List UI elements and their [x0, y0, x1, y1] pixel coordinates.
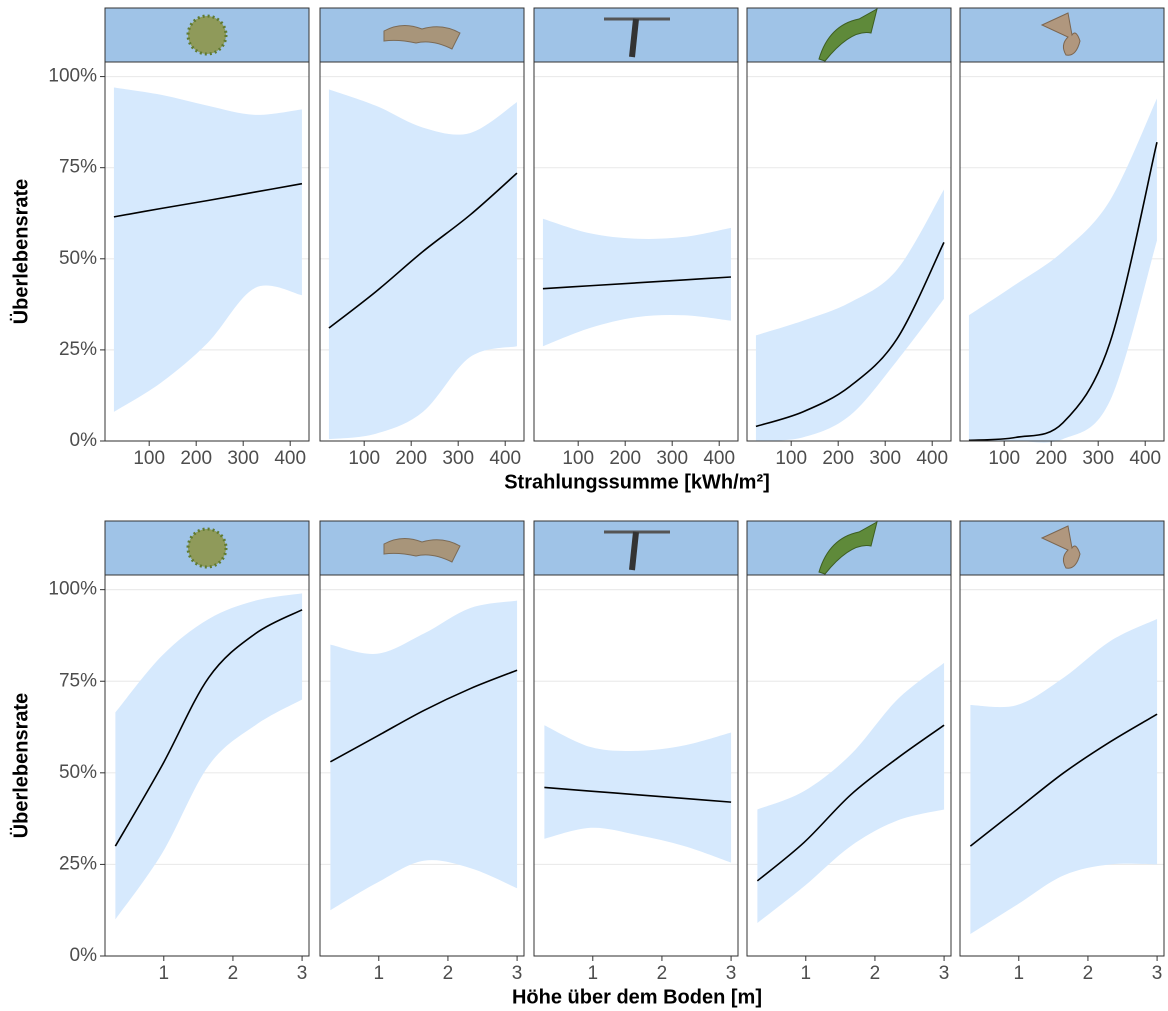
strip-icon [1040, 12, 1081, 56]
confidence-band [113, 87, 302, 412]
y-tick-label: 25% [59, 853, 97, 874]
y-tick-label: 0% [70, 945, 98, 966]
x-tick-label: 200 [822, 448, 854, 469]
confidence-band [330, 600, 518, 911]
strip-icon [818, 8, 878, 62]
confidence-band [544, 725, 732, 863]
x-tick-label: 100 [562, 448, 594, 469]
icon [629, 531, 639, 571]
icon [1040, 525, 1081, 569]
x-tick-label: 300 [1082, 448, 1114, 469]
y-axis-title: Überlebensrate [9, 179, 32, 325]
fit-line [544, 786, 732, 803]
x-tick-label: 400 [274, 448, 306, 469]
strip-icon [604, 530, 670, 571]
x-tick-label: 300 [656, 448, 688, 469]
x-tick-label: 3 [1152, 963, 1163, 984]
panel-border [104, 61, 310, 442]
strip-icon [604, 17, 670, 58]
panel-border [319, 574, 525, 957]
y-axis-title: Überlebensrate [9, 693, 32, 839]
panel-border [959, 574, 1165, 957]
strip-icon [1040, 525, 1081, 569]
y-tick-label: 100% [48, 579, 97, 600]
x-tick-label: 1 [587, 963, 598, 984]
icon [1040, 12, 1081, 56]
panel-border [319, 61, 525, 442]
fit-line [114, 609, 303, 847]
y-tick-label: 100% [48, 66, 97, 87]
x-tick-label: 2 [443, 963, 454, 984]
x-tick-label: 3 [297, 963, 308, 984]
confidence-band [968, 98, 1157, 443]
x-tick-label: 200 [1035, 448, 1067, 469]
y-tick-label: 0% [70, 430, 98, 451]
fit-line [755, 242, 945, 428]
icon [186, 527, 228, 569]
confidence-band [115, 593, 303, 920]
panel-border [746, 574, 952, 957]
x-tick-label: 300 [442, 448, 474, 469]
x-tick-label: 400 [916, 448, 948, 469]
fit-line [968, 141, 1158, 442]
x-tick-label: 1 [373, 963, 384, 984]
panel-border [746, 61, 952, 442]
x-tick-label: 1 [1013, 963, 1024, 984]
x-tick-label: 200 [395, 448, 427, 469]
x-tick-label: 300 [227, 448, 259, 469]
x-tick-label: 100 [775, 448, 807, 469]
confidence-band [970, 618, 1158, 935]
fit-line [328, 172, 518, 329]
x-tick-label: 3 [726, 963, 737, 984]
icon [629, 18, 639, 58]
x-tick-label: 2 [228, 963, 239, 984]
y-tick-label: 75% [59, 670, 97, 691]
x-tick-label: 200 [180, 448, 212, 469]
x-tick-label: 100 [988, 448, 1020, 469]
strip-icon [186, 14, 228, 56]
icon [818, 8, 878, 62]
x-tick-label: 100 [348, 448, 380, 469]
y-tick-label: 50% [59, 248, 97, 269]
fit-line [756, 724, 945, 882]
x-tick-label: 2 [1083, 963, 1094, 984]
panel-border [104, 574, 310, 957]
x-tick-label: 1 [158, 963, 169, 984]
fit-line [542, 276, 731, 290]
x-tick-label: 200 [609, 448, 641, 469]
x-tick-label: 3 [512, 963, 523, 984]
x-tick-label: 400 [703, 448, 735, 469]
x-tick-label: 2 [870, 963, 881, 984]
y-tick-label: 25% [59, 339, 97, 360]
fit-line [113, 182, 303, 218]
strip-icon [383, 538, 461, 563]
x-tick-label: 1 [800, 963, 811, 984]
icon [818, 521, 878, 575]
confidence-band [755, 189, 944, 441]
panel-border [533, 61, 739, 442]
icon [383, 538, 461, 563]
fit-line [969, 713, 1158, 847]
x-axis-title: Strahlungssumme [kWh/m²] [504, 471, 770, 493]
panel-border [959, 61, 1165, 442]
confidence-band [757, 662, 945, 924]
strip-icon [383, 25, 461, 50]
x-tick-label: 400 [489, 448, 521, 469]
strip-icon [818, 521, 878, 575]
x-axis-title: Höhe über dem Boden [m] [512, 986, 762, 1008]
fit-line [329, 669, 518, 763]
strip-icon [186, 527, 228, 569]
x-tick-label: 3 [939, 963, 950, 984]
x-tick-label: 100 [133, 448, 165, 469]
x-tick-label: 300 [869, 448, 901, 469]
x-tick-label: 400 [1129, 448, 1161, 469]
y-tick-label: 50% [59, 762, 97, 783]
icon [186, 14, 228, 56]
y-tick-label: 75% [59, 157, 97, 178]
panel-border [533, 574, 739, 957]
icon [383, 25, 461, 50]
confidence-band [328, 89, 517, 440]
x-tick-label: 2 [657, 963, 668, 984]
